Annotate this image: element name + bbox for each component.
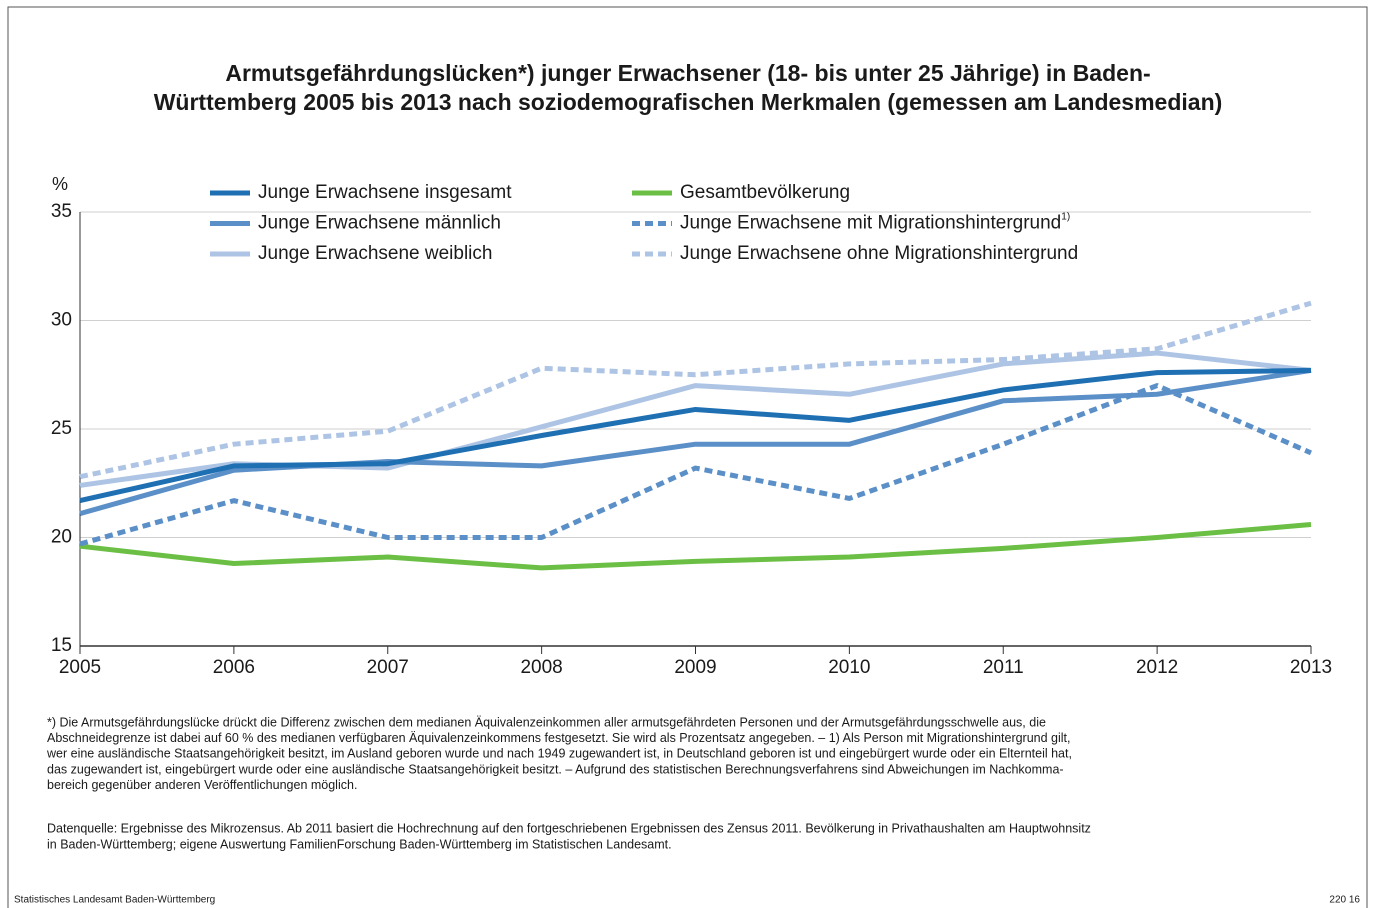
footnote: *) Die Armutsgefährdungslücke drückt die… <box>47 715 1046 729</box>
x-tick-label: 2007 <box>367 657 409 678</box>
legend-name: Junge Erwachsene männlich <box>258 213 501 234</box>
series-line <box>79 367 1312 504</box>
footnote: das zugewandert ist, eingebürgert wurde … <box>47 762 1064 776</box>
x-tick-label: 2006 <box>213 657 255 678</box>
legend-name: Junge Erwachsene insgesamt <box>258 182 512 203</box>
chart-title: Armutsgefährdungslücken*) junger Erwachs… <box>225 60 1150 86</box>
legend-name: Gesamtbevölkerung <box>680 182 850 203</box>
legend-label: Junge Erwachsene weiblich <box>258 243 492 264</box>
y-tick-label: 25 <box>51 418 72 439</box>
source: in Baden-Württemberg; eigene Auswertung … <box>47 837 672 851</box>
legend-label: Junge Erwachsene insgesamt <box>258 182 512 203</box>
y-tick-label: 35 <box>51 201 72 222</box>
legend-label: Junge Erwachsene mit Migrationshintergru… <box>680 211 1070 233</box>
code: 220 16 <box>1329 895 1360 906</box>
chart-title: Württemberg 2005 bis 2013 nach soziodemo… <box>154 89 1223 115</box>
series-line <box>79 383 1313 547</box>
series-line <box>79 521 1312 571</box>
source: Datenquelle: Ergebnisse des Mikrozensus.… <box>47 821 1091 835</box>
legend-name: Junge Erwachsene mit Migrationshintergru… <box>680 213 1061 234</box>
legend-label: Junge Erwachsene männlich <box>258 213 501 234</box>
x-tick-label: 2012 <box>1136 657 1178 678</box>
x-tick-label: 2008 <box>520 657 562 678</box>
publisher: Statistisches Landesamt Baden-Württember… <box>14 895 215 906</box>
y-axis-label: % <box>52 174 68 194</box>
legend-label: Junge Erwachsene ohne Migrationshintergr… <box>680 243 1078 264</box>
x-tick-label: 2013 <box>1290 657 1332 678</box>
legend-name: Junge Erwachsene weiblich <box>258 243 492 264</box>
footnote: Abschneidegrenze ist dabei auf 60 % des … <box>47 731 1071 745</box>
y-tick-label: 20 <box>51 527 72 548</box>
x-tick-label: 2011 <box>983 657 1024 678</box>
series-line <box>79 300 1312 480</box>
frame <box>7 6 1368 908</box>
footnote: wer eine ausländische Staatsangehörigkei… <box>46 747 1072 761</box>
y-tick-label: 30 <box>51 310 72 331</box>
x-tick-label: 2010 <box>828 657 870 678</box>
legend-note: 1) <box>1061 211 1070 222</box>
y-tick-label: 15 <box>51 635 72 656</box>
legend-label: Gesamtbevölkerung <box>680 182 850 203</box>
x-tick-label: 2009 <box>674 657 716 678</box>
legend-name: Junge Erwachsene ohne Migrationshintergr… <box>680 243 1078 264</box>
footnote: bereich gegenüber anderen Veröffentlichu… <box>47 778 357 792</box>
x-tick-label: 2005 <box>59 657 101 678</box>
